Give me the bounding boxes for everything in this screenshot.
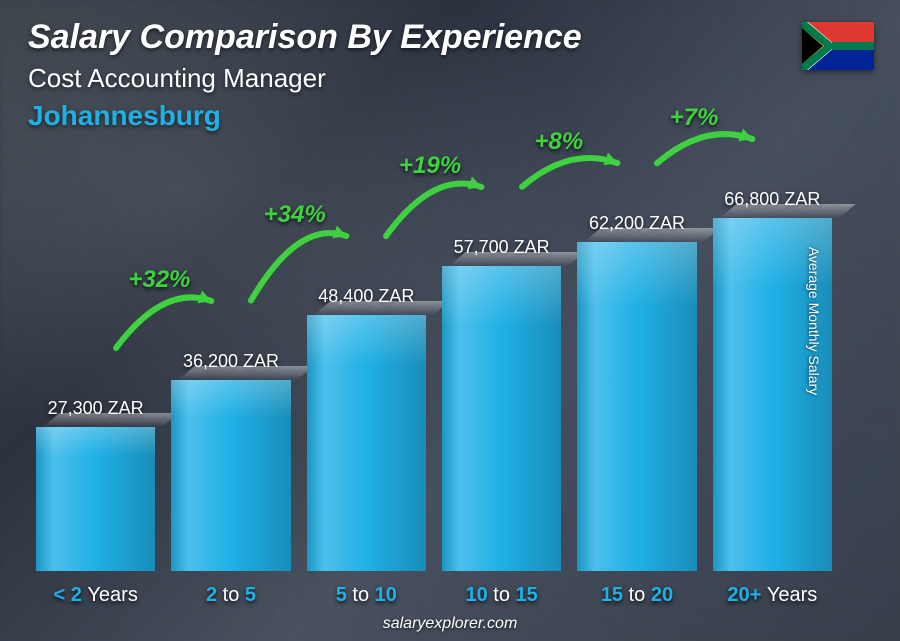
bar-group: 57,700 ZAR xyxy=(442,237,561,571)
bar xyxy=(171,380,290,571)
growth-label: +7% xyxy=(670,104,719,132)
bar xyxy=(442,266,561,571)
x-axis-labels: < 2 Years 2 to 5 5 to 10 10 to 15 15 to 20 20… xyxy=(28,584,840,607)
chart-area: 27,300 ZAR36,200 ZAR48,400 ZAR57,700 ZAR… xyxy=(28,150,840,571)
bar xyxy=(577,242,696,571)
x-axis-label: 2 to 5 xyxy=(171,584,290,607)
chart-subtitle: Cost Accounting Manager xyxy=(28,63,872,94)
chart-city: Johannesburg xyxy=(28,100,872,132)
chart-title: Salary Comparison By Experience xyxy=(28,18,872,57)
growth-label: +32% xyxy=(128,266,190,294)
chart-header: Salary Comparison By Experience Cost Acc… xyxy=(28,18,872,132)
chart-container: Salary Comparison By Experience Cost Acc… xyxy=(0,0,900,641)
bar xyxy=(36,427,155,571)
bar-group: 27,300 ZAR xyxy=(36,398,155,571)
bar xyxy=(307,315,426,571)
x-axis-label: < 2 Years xyxy=(36,584,155,607)
growth-label: +34% xyxy=(264,201,326,229)
x-axis-label: 5 to 10 xyxy=(307,584,426,607)
x-axis-label: 15 to 20 xyxy=(577,584,696,607)
bar-group: 62,200 ZAR xyxy=(577,213,696,571)
south-africa-flag-icon xyxy=(802,22,874,70)
x-axis-label: 20+ Years xyxy=(713,584,832,607)
growth-label: +19% xyxy=(399,152,461,180)
footer-attribution: salaryexplorer.com xyxy=(0,615,900,633)
bar-group: 48,400 ZAR xyxy=(307,286,426,571)
x-axis-label: 10 to 15 xyxy=(442,584,561,607)
bar-group: 36,200 ZAR xyxy=(171,351,290,571)
growth-label: +8% xyxy=(534,128,583,156)
y-axis-label: Average Monthly Salary xyxy=(806,246,822,394)
